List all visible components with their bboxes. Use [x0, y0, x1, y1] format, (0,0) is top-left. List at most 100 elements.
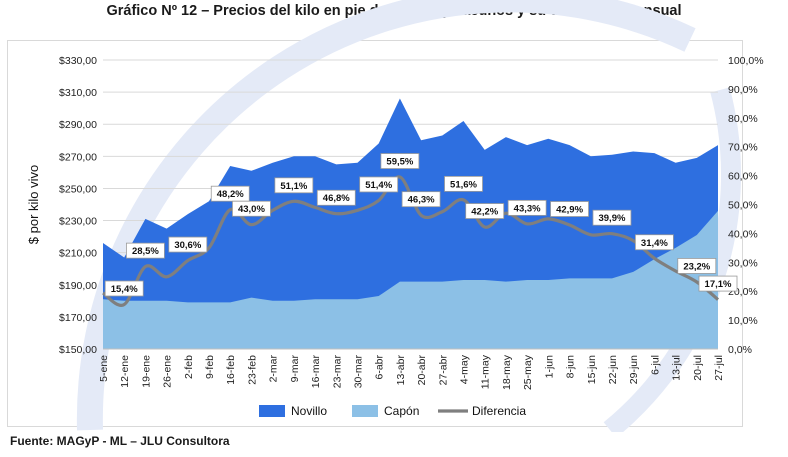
data-label-text: 39,9% — [598, 213, 625, 224]
data-label: 31,4% — [634, 234, 674, 251]
data-label-box — [380, 153, 420, 169]
data-label-text: 46,3% — [408, 195, 435, 206]
x-tick-label: 22-jun — [607, 355, 619, 384]
data-label: 17,1% — [698, 275, 738, 292]
data-label-text: 43,3% — [514, 203, 541, 214]
y-tick-label: $170,00 — [59, 312, 97, 324]
x-tick-label: 16-mar — [310, 355, 322, 389]
x-tick-label: 6-abr — [374, 355, 386, 380]
x-tick-label: 20-jul — [692, 355, 704, 381]
data-label-box — [401, 191, 441, 208]
series-capon-area — [103, 210, 718, 349]
data-label-text: 23,2% — [683, 261, 710, 272]
x-tick-label: 16-feb — [225, 355, 237, 385]
x-tick-label: 27-abr — [437, 355, 449, 386]
y2-tick-label: 30,0% — [728, 257, 758, 269]
data-label-box — [210, 185, 250, 202]
legend-label-novillo: Novillo — [291, 404, 327, 418]
y-tick-label: $330,00 — [59, 55, 97, 67]
x-tick-label: 8-jun — [565, 355, 577, 379]
data-label: 48,2% — [210, 185, 250, 202]
y2-tick-label: 10,0% — [728, 315, 758, 327]
data-label: 51,1% — [274, 177, 314, 194]
y-tick-label: $310,00 — [59, 87, 97, 99]
y-tick-label: $270,00 — [59, 151, 97, 163]
y2-tick-label: 90,0% — [728, 84, 758, 96]
source-note: Fuente: MAGyP - ML – JLU Consultora — [10, 434, 230, 448]
legend-swatch-novillo — [259, 405, 285, 417]
data-label: 30,6% — [168, 236, 208, 253]
y-tick-label: $250,00 — [59, 183, 97, 195]
x-tick-label: 4-may — [459, 354, 471, 384]
x-tick-label: 23-feb — [246, 355, 258, 385]
chart: $150,00 $170,00 $190,00 $210,00 $230,00 $250,… — [26, 0, 764, 432]
data-label-box — [104, 280, 144, 297]
x-tick-label: 13-abr — [395, 355, 407, 386]
data-label-text: 59,5% — [386, 157, 413, 168]
data-label-text: 48,2% — [217, 189, 244, 200]
x-tick-label: 18-may — [501, 354, 513, 390]
data-label-text: 42,9% — [556, 205, 583, 216]
data-label-box — [550, 201, 589, 217]
x-tick-label: 15-jun — [586, 355, 598, 384]
data-label-text: 31,4% — [641, 238, 668, 249]
data-label-box — [465, 203, 505, 219]
y2-tick-label: 50,0% — [728, 200, 758, 212]
y-tick-label: $190,00 — [59, 280, 97, 292]
x-tick-label: 29-jun — [628, 355, 640, 384]
data-label: 43,0% — [232, 200, 271, 217]
data-label-box — [359, 176, 399, 193]
y-tick-label: $210,00 — [59, 248, 97, 260]
data-label-box — [232, 200, 271, 217]
x-tick-label: 5-ene — [98, 355, 110, 382]
y-tick-label: $150,00 — [59, 344, 97, 356]
x-tick-label: 23-mar — [331, 355, 343, 389]
x-tick-label: 25-may — [522, 354, 534, 390]
data-label-box — [507, 199, 547, 216]
data-label-box — [126, 242, 165, 259]
data-label: 42,9% — [550, 201, 589, 217]
data-label: 59,5% — [380, 153, 420, 169]
data-label-text: 51,4% — [365, 180, 392, 191]
data-label-text: 51,1% — [280, 181, 307, 192]
data-label: 28,5% — [126, 242, 165, 259]
data-label: 51,6% — [444, 175, 483, 192]
x-tick-label: 19-ene — [140, 355, 152, 388]
data-label: 15,4% — [104, 280, 144, 297]
data-label: 46,3% — [401, 191, 441, 208]
y2-tick-label: 60,0% — [728, 171, 758, 183]
x-tick-label: 20-abr — [416, 355, 428, 386]
legend-swatch-capon — [352, 405, 378, 417]
data-label-box — [592, 209, 632, 226]
x-tick-label: 9-mar — [289, 354, 301, 382]
data-label-text: 43,0% — [238, 204, 265, 215]
legend-label-diferencia: Diferencia — [472, 404, 526, 418]
y2-tick-label: 0,0% — [728, 344, 752, 356]
data-label-box — [677, 258, 717, 274]
data-label-box — [698, 275, 738, 292]
data-label-text: 42,2% — [471, 207, 498, 218]
data-label-box — [168, 236, 208, 253]
y-tick-label: $230,00 — [59, 216, 97, 228]
data-label: 46,8% — [316, 189, 356, 206]
x-tick-label: 13-jul — [671, 355, 683, 381]
y2-tick-label: 80,0% — [728, 113, 758, 125]
y2-tick-label: 100,0% — [728, 55, 764, 67]
y2-tick-label: 70,0% — [728, 142, 758, 154]
x-tick-label: 2-mar — [268, 354, 280, 382]
data-label-box — [316, 189, 356, 206]
data-label-text: 17,1% — [705, 279, 732, 290]
data-label-box — [634, 234, 674, 251]
data-label-box — [274, 177, 314, 194]
x-tick-label: 2-feb — [183, 355, 195, 379]
data-label-text: 30,6% — [174, 240, 201, 251]
y-tick-label: $290,00 — [59, 119, 97, 131]
data-label: 51,4% — [359, 176, 399, 193]
data-label: 23,2% — [677, 258, 717, 274]
data-label: 43,3% — [507, 199, 547, 216]
x-tick-label: 27-jul — [713, 355, 725, 381]
x-tick-label: 12-ene — [119, 355, 131, 388]
y2-tick-label: 40,0% — [728, 228, 758, 240]
x-tick-label: 6-jul — [649, 355, 661, 375]
data-label: 42,2% — [465, 203, 505, 219]
